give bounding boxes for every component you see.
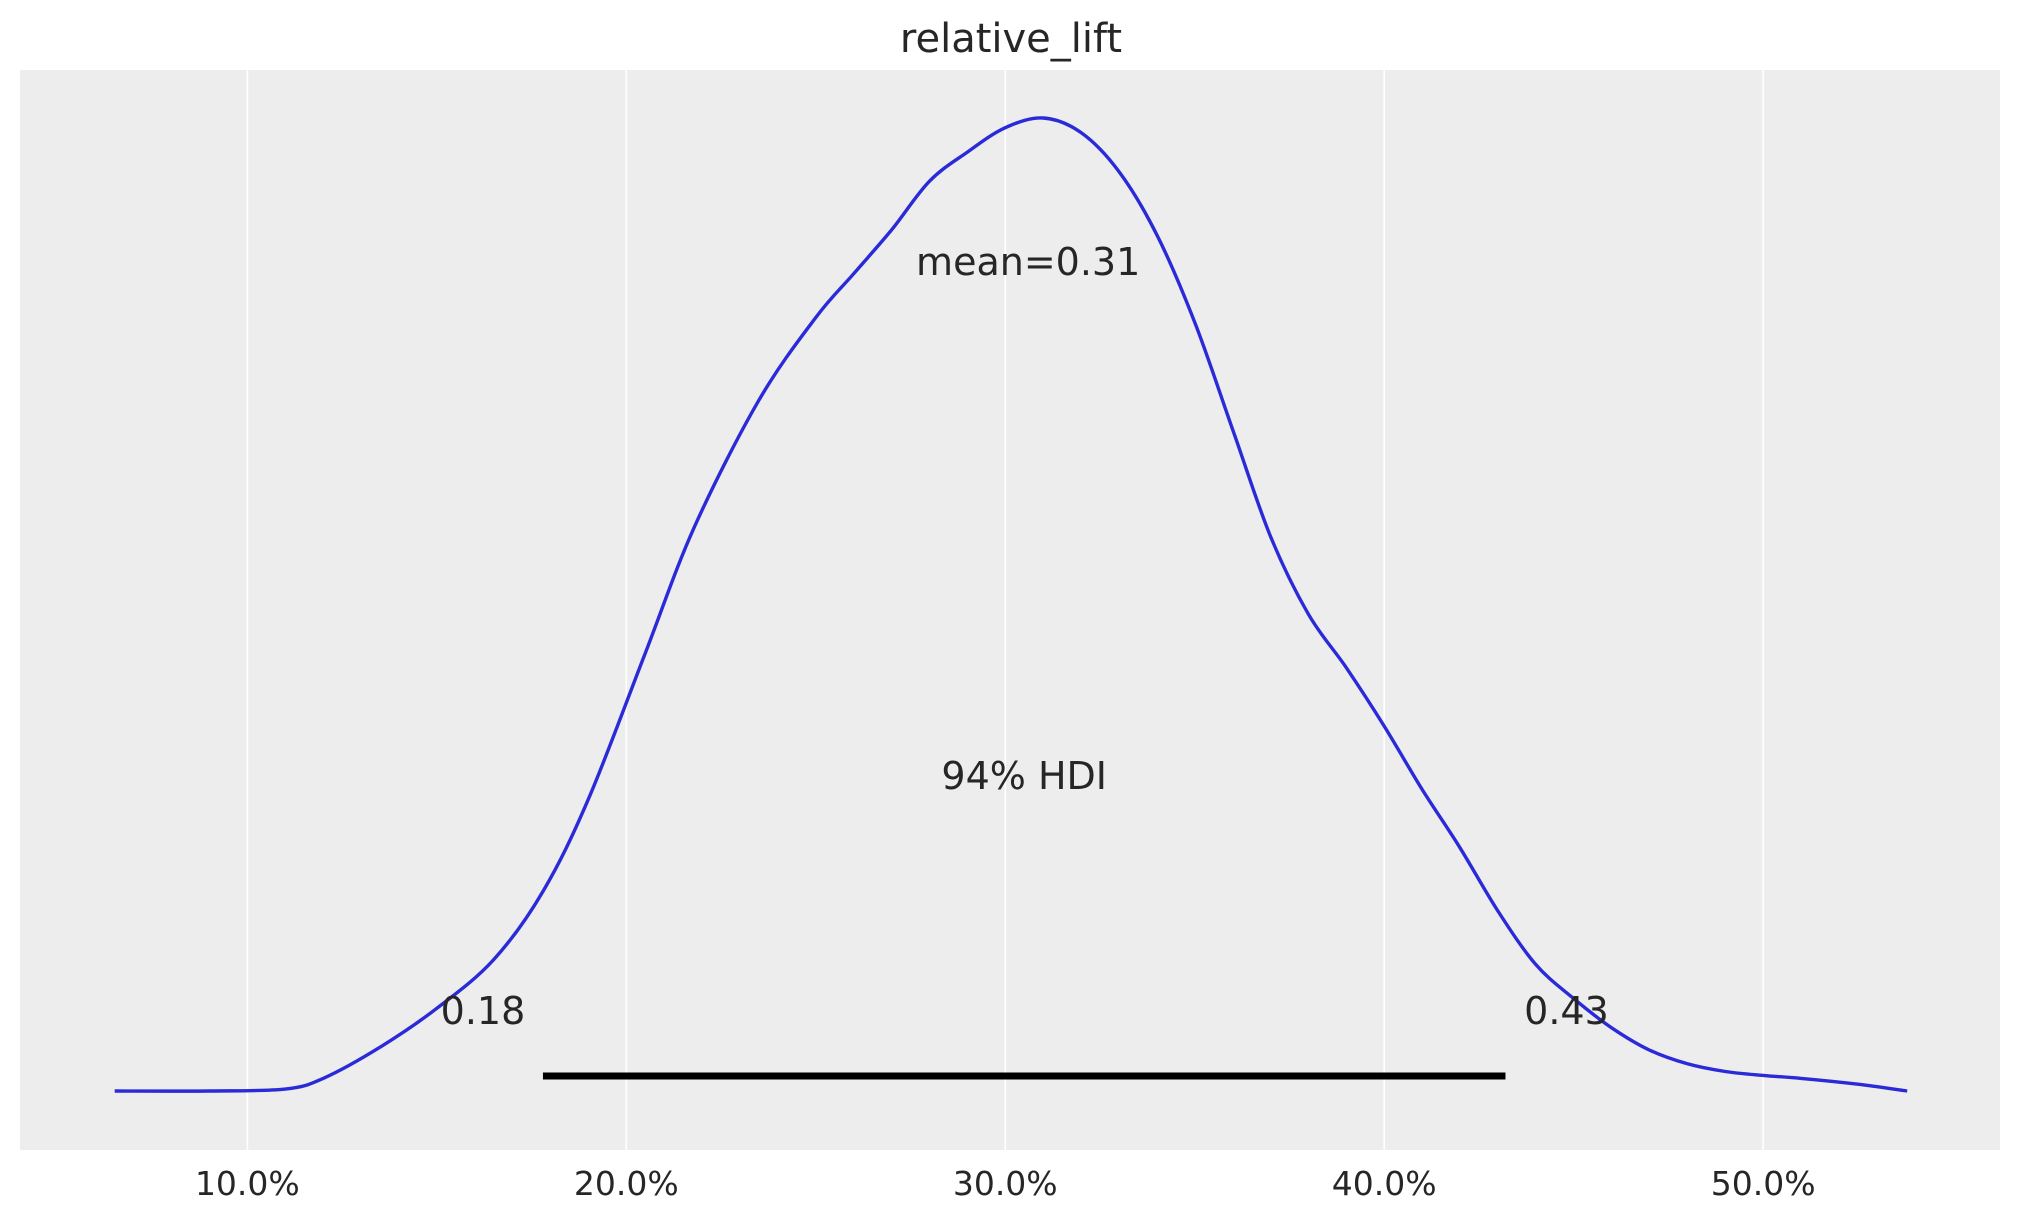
plot-area-background	[20, 70, 2000, 1150]
gridlines	[246, 70, 1764, 1150]
mean-label: mean=0.31	[916, 240, 1140, 284]
x-tick-label: 30.0%	[953, 1164, 1058, 1203]
x-tick-label: 50.0%	[1711, 1164, 1816, 1203]
hdi-high-label: 0.43	[1524, 989, 1609, 1033]
x-tick-label: 20.0%	[574, 1164, 679, 1203]
x-axis: 10.0% 20.0% 30.0% 40.0% 50.0%	[195, 1164, 1816, 1203]
density-curve	[114, 116, 1908, 1093]
x-tick-label: 40.0%	[1332, 1164, 1437, 1203]
chart-title: relative_lift	[900, 16, 1122, 62]
hdi-label: 94% HDI	[941, 754, 1107, 798]
x-tick-label: 10.0%	[195, 1164, 300, 1203]
hdi-low-label: 0.18	[441, 989, 526, 1033]
